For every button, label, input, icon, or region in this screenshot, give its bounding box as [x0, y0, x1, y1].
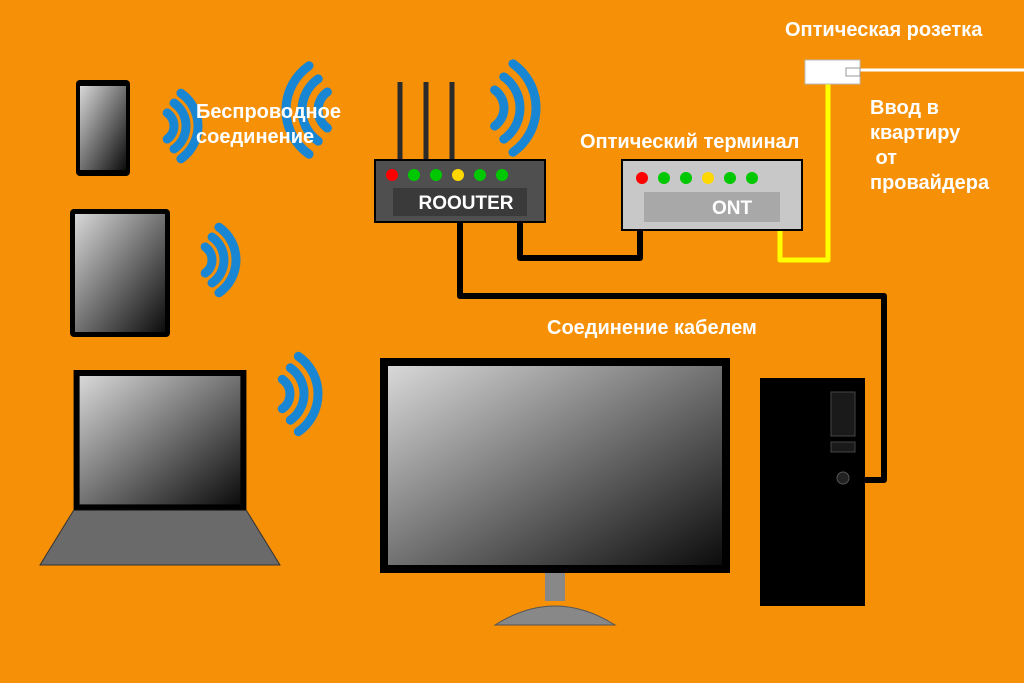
router-led [430, 169, 442, 181]
label-optical-terminal: Оптический терминал [580, 130, 799, 155]
pc-slot [831, 442, 855, 452]
label-wireless: Беспроводное соединение [196, 100, 341, 150]
router-led [496, 169, 508, 181]
phone-screen [80, 86, 126, 170]
tablet-screen [75, 214, 165, 332]
label-optical-socket: Оптическая розетка [785, 18, 982, 43]
optical-socket-port [846, 68, 860, 76]
pc-drive-bay [831, 392, 855, 436]
router-led [452, 169, 464, 181]
ont-led [636, 172, 648, 184]
diagram-stage: ROOUTER ONT Беспроводное соединение Оптич… [0, 0, 1024, 683]
laptop-base [40, 510, 280, 565]
ont-led [746, 172, 758, 184]
laptop-screen [80, 376, 241, 504]
ont-led [702, 172, 714, 184]
ont-led [658, 172, 670, 184]
ont-led [724, 172, 736, 184]
router-led [474, 169, 486, 181]
pc-power-button [837, 472, 849, 484]
ont-label: ONT [712, 198, 753, 219]
ont-led [680, 172, 692, 184]
label-provider-input: Ввод в квартиру от провайдера [870, 96, 989, 196]
router-label: ROOUTER [419, 193, 514, 214]
monitor-neck [545, 573, 565, 601]
router-led [386, 169, 398, 181]
router-led [408, 169, 420, 181]
monitor-screen [388, 366, 722, 565]
label-cable-connection: Соединение кабелем [547, 316, 757, 341]
